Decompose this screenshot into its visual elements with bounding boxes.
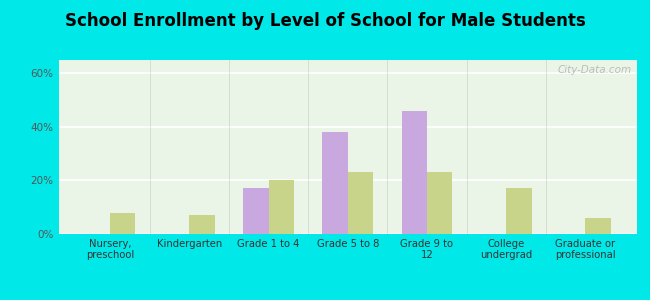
Bar: [322, 132, 348, 234]
Bar: [110, 213, 135, 234]
Bar: [427, 172, 452, 234]
Bar: [268, 181, 294, 234]
Text: School Enrollment by Level of School for Male Students: School Enrollment by Level of School for…: [64, 12, 586, 30]
Bar: [506, 188, 532, 234]
Bar: [348, 172, 373, 234]
Bar: [402, 111, 427, 234]
Bar: [586, 218, 611, 234]
Text: City-Data.com: City-Data.com: [557, 65, 631, 75]
Bar: [189, 215, 214, 234]
Bar: [243, 188, 268, 234]
